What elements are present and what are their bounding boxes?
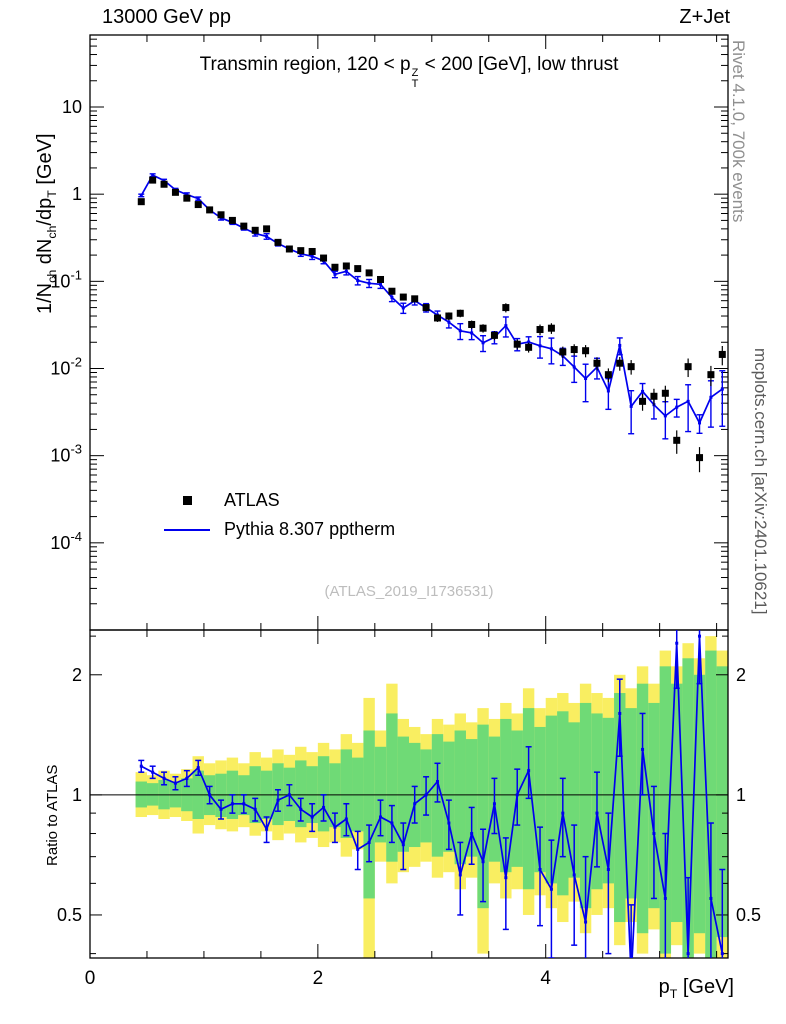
ylabel-part: [GeV] xyxy=(34,133,56,191)
legend-label-pythia: Pythia 8.307 pptherm xyxy=(224,519,396,539)
x-axis-label: pT [GeV] xyxy=(659,976,734,1001)
blue-line-marker-icon xyxy=(164,528,210,531)
xlabel-part: [GeV] xyxy=(677,976,734,998)
ylabel-sub: ch xyxy=(45,269,59,283)
svg-text:1: 1 xyxy=(72,184,82,204)
svg-text:2: 2 xyxy=(736,665,746,685)
svg-text:2: 2 xyxy=(72,665,82,685)
xlabel-part: p xyxy=(658,976,670,998)
svg-text:10-2: 10-2 xyxy=(50,355,82,379)
svg-text:10: 10 xyxy=(62,97,82,117)
svg-text:0.5: 0.5 xyxy=(57,905,82,925)
beam-title: 13000 GeV pp xyxy=(102,6,231,28)
analysis-watermark: (ATLAS_2019_I1736531) xyxy=(324,583,494,600)
legend: ATLAS Pythia 8.307 pptherm xyxy=(158,486,395,544)
y-axis-label-ratio: Ratio to ATLAS xyxy=(44,764,61,866)
svg-text:4: 4 xyxy=(540,968,551,989)
svg-text:10-3: 10-3 xyxy=(50,442,82,466)
pythia-marker-cell xyxy=(158,528,216,531)
ylabel-part: /dp xyxy=(34,197,56,226)
annotation-post: < 200 [GeV], low thrust xyxy=(419,54,619,75)
legend-item-atlas: ATLAS xyxy=(158,486,395,515)
svg-text:10-4: 10-4 xyxy=(50,529,82,553)
svg-text:0.5: 0.5 xyxy=(736,905,761,925)
ylabel-part: dN xyxy=(34,238,56,270)
ylabel-sub: T xyxy=(45,190,59,198)
mcplots-arxiv-note: mcplots.cern.ch [arXiv:2401.10621] xyxy=(751,348,770,615)
y-axis-label-main: 1/Nch dNch/dpT [GeV] xyxy=(34,133,59,314)
atlas-marker-cell xyxy=(158,496,216,505)
annotation-sup: Z xyxy=(411,67,419,80)
annotation-sub: T xyxy=(411,77,419,90)
svg-text:2: 2 xyxy=(313,968,324,989)
process-title: Z+Jet xyxy=(679,6,730,28)
svg-text:0: 0 xyxy=(85,968,96,989)
legend-label-atlas: ATLAS xyxy=(224,490,280,510)
rivet-version-note: Rivet 4.1.0, 700k events xyxy=(729,40,748,223)
black-square-marker-icon xyxy=(182,496,192,505)
ylabel-sub: ch xyxy=(45,225,59,239)
svg-text:1: 1 xyxy=(72,785,82,805)
xlabel-sub: T xyxy=(669,987,678,1001)
annotation-pre: Transmin region, 120 < p xyxy=(199,54,411,75)
legend-item-pythia: Pythia 8.307 pptherm xyxy=(158,515,395,544)
svg-text:1: 1 xyxy=(736,785,746,805)
ylabel-part: 1/N xyxy=(34,282,56,314)
svg-text:10-1: 10-1 xyxy=(50,267,82,291)
